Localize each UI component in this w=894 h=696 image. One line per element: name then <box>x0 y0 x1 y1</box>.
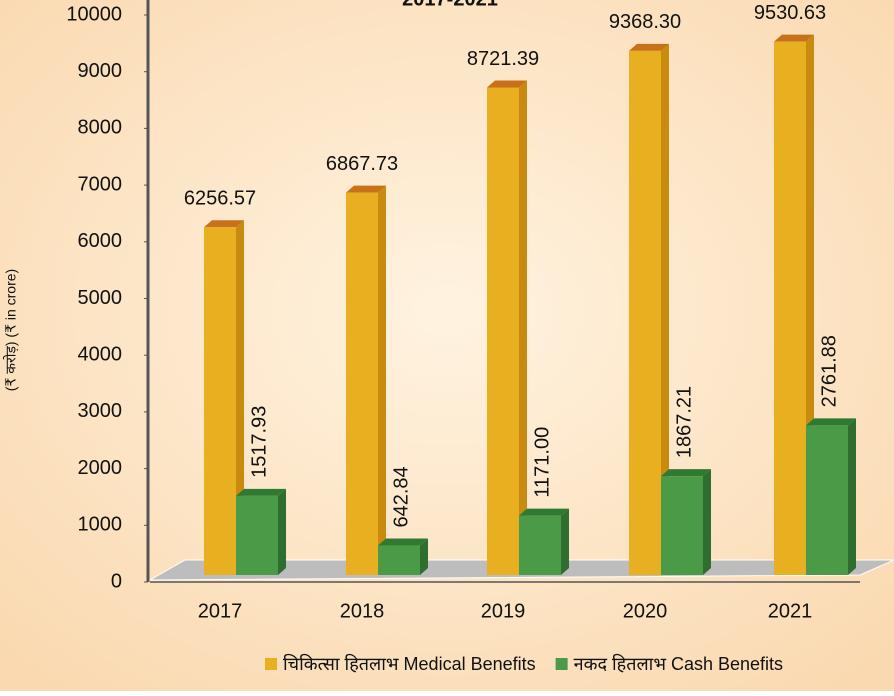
bar <box>236 495 278 575</box>
legend-swatch <box>265 658 277 670</box>
bar <box>378 545 420 575</box>
bar-side <box>236 220 244 575</box>
bar-side <box>278 488 286 575</box>
value-label: 1171.00 <box>531 427 553 498</box>
y-tick-label: 5000 <box>78 287 123 309</box>
value-label: 6256.57 <box>184 188 256 210</box>
bar <box>487 87 519 575</box>
bar <box>774 41 806 575</box>
value-label: 9530.63 <box>754 2 826 24</box>
value-label: 642.84 <box>390 466 412 527</box>
x-tick-label: 2018 <box>340 600 385 622</box>
bar <box>806 425 848 575</box>
value-label: 1867.21 <box>673 386 695 458</box>
bar-side <box>519 80 527 575</box>
bar <box>629 50 661 576</box>
value-label: 8721.39 <box>467 48 539 70</box>
bar-top <box>661 469 711 477</box>
value-label: 1517.93 <box>248 406 270 478</box>
bar <box>204 227 236 575</box>
bar-side <box>703 469 711 575</box>
value-label: 2761.88 <box>818 335 840 407</box>
y-tick-label: 4000 <box>78 343 123 365</box>
bar <box>661 476 703 575</box>
bar-top <box>629 43 669 51</box>
x-tick-label: 2019 <box>481 600 526 622</box>
y-tick-label: 9000 <box>78 60 123 82</box>
chart-title: 2017-2021 <box>402 0 498 10</box>
bar-side <box>848 418 856 575</box>
bar-top <box>806 418 856 426</box>
x-tick-label: 2017 <box>198 600 243 622</box>
bar-top <box>378 538 428 546</box>
bar-side <box>661 43 669 576</box>
bar-top <box>346 185 386 193</box>
legend-label: चिकित्सा हितलाभ Medical Benefits <box>283 653 536 674</box>
value-label: 9368.30 <box>609 11 681 33</box>
y-tick-label: 6000 <box>78 230 123 252</box>
bar-top <box>204 220 244 228</box>
y-tick-label: 0 <box>111 570 122 592</box>
y-tick-label: 2000 <box>78 457 123 479</box>
x-tick-label: 2021 <box>768 600 813 622</box>
bar-side <box>378 185 386 575</box>
bar-top <box>487 80 527 88</box>
bar-top <box>236 488 286 496</box>
bar-top <box>519 508 569 516</box>
y-tick-label: 1000 <box>78 514 123 536</box>
x-tick-label: 2020 <box>623 600 668 622</box>
legend-swatch <box>555 658 568 670</box>
bar-side <box>420 538 428 575</box>
y-tick-label: 3000 <box>78 400 123 422</box>
bar <box>519 515 561 575</box>
y-axis-label: (₹ करोड़) (₹ in crore) <box>3 269 19 391</box>
legend-label: नकद हितलाभ Cash Benefits <box>574 653 783 674</box>
y-tick-label: 8000 <box>78 117 123 139</box>
bar-side <box>561 508 569 575</box>
bar <box>346 192 378 575</box>
value-label: 6867.73 <box>326 153 398 175</box>
bar-top <box>774 34 814 42</box>
y-tick-label: 7000 <box>78 173 123 195</box>
y-tick-label: 10000 <box>66 3 122 25</box>
